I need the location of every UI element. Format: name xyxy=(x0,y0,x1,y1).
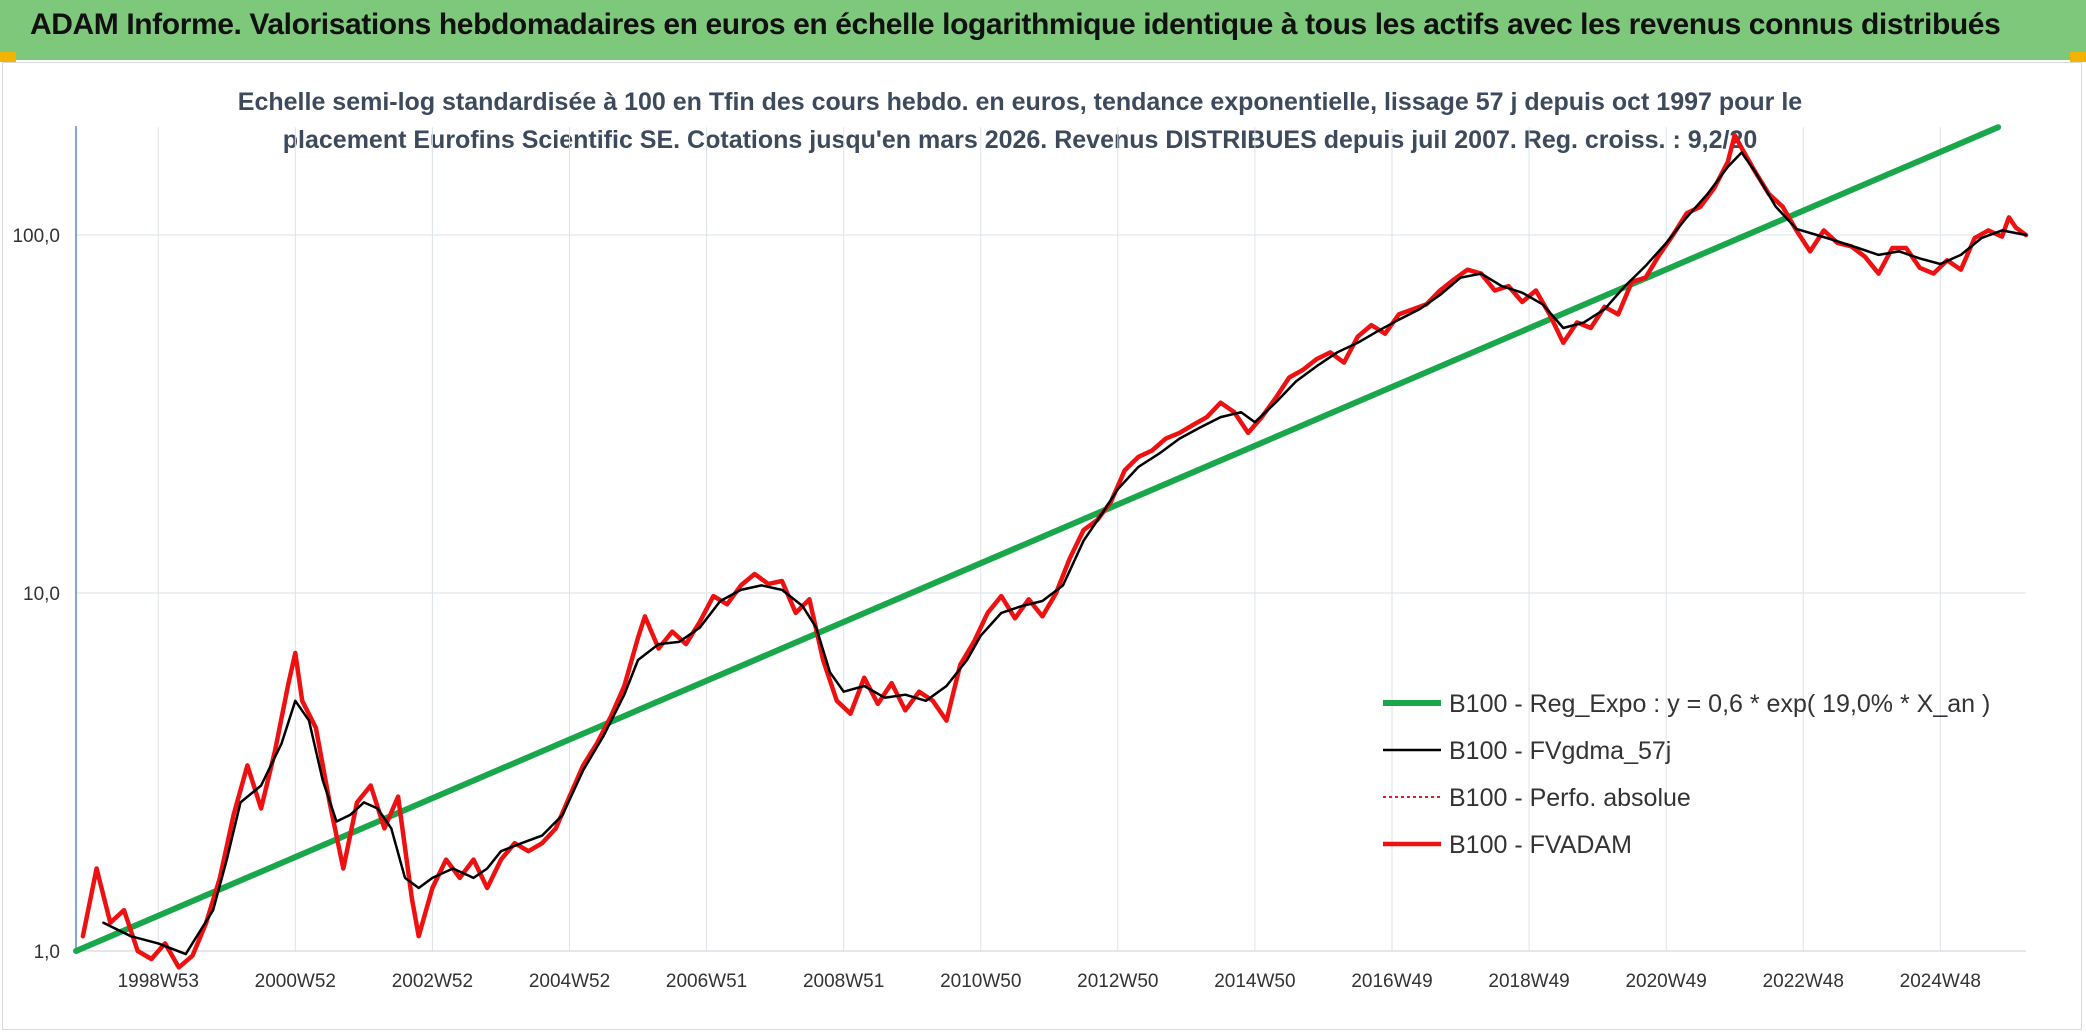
x-tick-label: 2002W52 xyxy=(392,971,473,992)
x-tick-label: 2008W51 xyxy=(803,971,884,992)
x-tick-label: 2024W48 xyxy=(1900,971,1981,992)
legend-label: B100 - Perfo. absolue xyxy=(1449,784,1691,812)
y-tick-label: 10,0 xyxy=(23,584,60,605)
x-tick-label: 2014W50 xyxy=(1214,971,1295,992)
chart-title-line1: Echelle semi-log standardisée à 100 en T… xyxy=(237,88,1803,116)
series-line xyxy=(80,132,2029,970)
legend-label: B100 - Reg_Expo : y = 0,6 * exp( 19,0% *… xyxy=(1449,690,1990,718)
legend: B100 - Reg_Expo : y = 0,6 * exp( 19,0% *… xyxy=(1383,690,1990,859)
x-tick-label: 2010W50 xyxy=(940,971,1021,992)
tick-labels: 1998W53 2000W52 2002W52 2004W52 2006W51 2008W… xyxy=(12,226,1981,992)
x-tick-label: 2004W52 xyxy=(529,971,610,992)
y-tick-label: 1,0 xyxy=(34,942,60,963)
y-tick-label: 100,0 xyxy=(12,226,60,247)
legend-label: B100 - FVADAM xyxy=(1449,831,1632,859)
corner-marker-left xyxy=(0,52,16,62)
corner-marker-right xyxy=(2070,52,2086,62)
legend-label: B100 - FVgdma_57j xyxy=(1449,737,1671,765)
chart-frame xyxy=(2,62,2082,1030)
x-tick-label: 2022W48 xyxy=(1763,971,1844,992)
report-title: ADAM Informe. Valorisations hebdomadaire… xyxy=(30,8,2001,41)
x-tick-label: 2016W49 xyxy=(1351,971,1432,992)
x-tick-label: 2012W50 xyxy=(1077,971,1158,992)
x-tick-label: 2000W52 xyxy=(255,971,336,992)
header-bar: ADAM Informe. Valorisations hebdomadaire… xyxy=(0,0,2086,60)
x-tick-label: 1998W53 xyxy=(118,971,199,992)
x-tick-label: 2020W49 xyxy=(1625,971,1706,992)
series-lines xyxy=(73,124,2029,970)
axes xyxy=(75,126,2026,952)
chart-title-line2: placement Eurofins Scientific SE. Cotati… xyxy=(282,126,1758,154)
series-line xyxy=(102,151,2028,956)
x-tick-label: 2018W49 xyxy=(1488,971,1569,992)
series-line xyxy=(73,124,2002,954)
x-tick-label: 2006W51 xyxy=(666,971,747,992)
